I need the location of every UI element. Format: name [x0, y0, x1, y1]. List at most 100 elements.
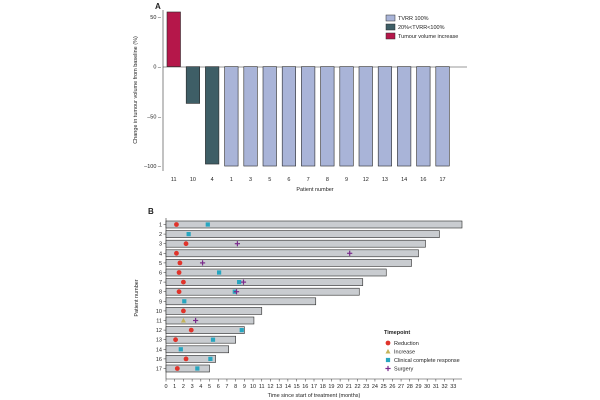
panel-b-x-tick-label: 30 [424, 384, 430, 390]
panel-b-marker-reduction-patient-3 [183, 241, 189, 247]
panel-b-marker-reduction-patient-17 [174, 366, 180, 371]
panel-b-x-tick-label: 12 [267, 384, 273, 390]
panel-b-x-tick-label: 14 [285, 384, 291, 390]
panel-b-lane-patient-6 [165, 268, 387, 277]
panel-b-marker-surgery-patient-7 [240, 279, 247, 285]
panel-b: B Patient number Time since start of tre… [134, 207, 463, 399]
panel-a-letter: A [155, 2, 161, 11]
panel-b-y-tick-label: 6 [159, 271, 162, 277]
panel-b-y-tick-label: 7 [159, 280, 162, 286]
panel-b-x-tick-label: 33 [450, 384, 456, 390]
panel-a-bar-patient-3 [243, 66, 258, 167]
panel-b-x-tick-label: 31 [433, 384, 439, 390]
panel-a-bar-patient-9 [339, 66, 354, 167]
panel-b-marker-ccr-patient-9 [182, 299, 187, 304]
panel-b-y-tick-label: 17 [156, 367, 162, 373]
panel-a-x-tick-label: 9 [345, 177, 348, 183]
panel-a-x-ticks: 11 10 4 1 3 5 6 7 8 9 12 13 14 16 17 [171, 177, 446, 183]
panel-b-marker-reduction-patient-16 [183, 356, 189, 362]
panel-b-x-tick-label: 0 [164, 384, 167, 390]
panel-a: A Change in tumour volume from baseline … [133, 2, 467, 193]
panel-b-x-axis-label: Time since start of treatment (months) [268, 393, 361, 399]
panel-b-y-tick-label: 9 [159, 299, 162, 305]
panel-a-bar-patient-7 [301, 66, 316, 167]
panel-b-lane-patient-10 [165, 307, 263, 315]
panel-b-marker-surgery-patient-4 [347, 250, 353, 256]
panel-b-marker-ccr-patient-16 [208, 356, 213, 361]
panel-a-bar-patient-5 [262, 66, 277, 167]
panel-b-legend: Timepoint Reduction Increase Clinical compl… [384, 330, 460, 373]
panel-a-x-tick-label: 12 [363, 177, 369, 183]
panel-b-marker-ccr-patient-2 [186, 232, 191, 237]
panel-b-marker-ccr-patient-13 [210, 337, 216, 342]
panel-b-x-tick-label: 19 [328, 384, 334, 390]
panel-b-lane-patient-9 [165, 297, 317, 306]
panel-b-letter: B [148, 207, 154, 216]
panel-a-bar-patient-4 [205, 66, 220, 165]
panel-b-lane-patient-14 [165, 345, 229, 354]
panel-a-y-tick-label: 50 – [150, 15, 162, 21]
panel-b-marker-surgery-patient-3 [234, 241, 240, 247]
panel-b-legend-label-reduction: Reduction [394, 341, 419, 347]
panel-a-x-tick-label: 1 [230, 177, 233, 183]
panel-b-y-tick-label: 16 [156, 357, 162, 363]
panel-a-legend-swatch-mid [385, 23, 396, 31]
panel-b-marker-reduction-patient-8 [176, 289, 182, 295]
panel-b-marker-increase-patient-11 [180, 317, 186, 323]
panel-b-marker-ccr-patient-17 [195, 366, 200, 371]
panel-a-bar-patient-12 [358, 66, 373, 167]
panel-b-legend-label-surgery: Surgery [394, 367, 414, 373]
panel-b-x-tick-label: 26 [389, 384, 395, 390]
panel-b-marker-ccr-patient-12 [239, 328, 244, 333]
panel-a-x-tick-label: 11 [171, 177, 177, 183]
panel-b-lane-patient-11 [165, 316, 255, 325]
panel-b-x-tick-label: 17 [311, 384, 317, 390]
panel-b-marker-reduction-patient-13 [173, 337, 178, 343]
panel-b-lane-patient-2 [165, 230, 440, 238]
panel-b-y-tick-label: 13 [156, 338, 162, 344]
panel-a-x-tick-label: 7 [307, 177, 310, 183]
panel-b-x-tick-label: 21 [346, 384, 352, 390]
panel-a-y-tick-label: –100 – [144, 164, 162, 170]
panel-b-legend-marker-increase [385, 348, 391, 354]
panel-b-lane-patient-7 [165, 278, 364, 286]
panel-b-marker-ccr-patient-14 [178, 347, 183, 352]
panel-b-marker-reduction-patient-10 [181, 308, 186, 314]
panel-b-x-tick-label: 27 [398, 384, 404, 390]
panel-b-legend-title: Timepoint [384, 330, 410, 336]
panel-b-y-tick-label: 8 [159, 290, 162, 296]
panel-b-lane-patient-1 [165, 220, 463, 229]
panel-a-x-tick-label: 3 [249, 177, 252, 183]
panel-b-x-tick-label: 10 [250, 384, 256, 390]
panel-b-x-tick-label: 7 [225, 384, 228, 390]
panel-b-y-tick-label: 12 [156, 328, 162, 334]
panel-b-x-tick-label: 13 [276, 384, 282, 390]
panel-a-y-axis-label: Change in tumour volume from baseline (%… [133, 36, 139, 144]
panel-b-x-tick-label: 2 [182, 384, 185, 390]
panel-a-x-tick-label: 14 [401, 177, 407, 183]
panel-b-y-tick-label: 1 [159, 223, 162, 229]
panel-b-x-tick-label: 29 [415, 384, 421, 390]
panel-b-y-tick-label: 3 [159, 242, 162, 248]
panel-b-lane-patient-3 [165, 239, 426, 248]
panel-b-x-ticks: 0 1 2 3 4 5 6 7 8 9 10 11 12 13 14 15 16 17 18 19 20 21 22 23 24… [164, 379, 456, 390]
panel-b-x-tick-label: 1 [173, 384, 176, 390]
panel-a-x-axis-label: Patient number [296, 187, 333, 193]
panel-b-y-tick-label: 4 [159, 251, 162, 257]
panel-a-legend-label-mid: 20%<TVRR<100% [398, 25, 445, 31]
panel-b-marker-reduction-patient-1 [174, 222, 179, 227]
panel-b-lane-patient-16 [165, 355, 216, 363]
panel-b-marker-ccr-patient-1 [205, 222, 210, 227]
panel-a-bar-patient-13 [377, 66, 393, 167]
panel-a-x-tick-label: 6 [287, 177, 290, 183]
panel-b-x-tick-label: 28 [407, 384, 413, 390]
panel-b-marker-reduction-patient-6 [176, 270, 182, 275]
panel-b-marker-reduction-patient-5 [177, 260, 183, 266]
panel-a-bar-patient-1 [224, 66, 239, 167]
panel-b-lane-patient-13 [165, 335, 236, 344]
panel-b-marker-surgery-patient-8 [233, 289, 240, 295]
panel-a-legend-swatch-full [385, 14, 396, 22]
panel-b-y-tick-label: 10 [156, 309, 162, 315]
